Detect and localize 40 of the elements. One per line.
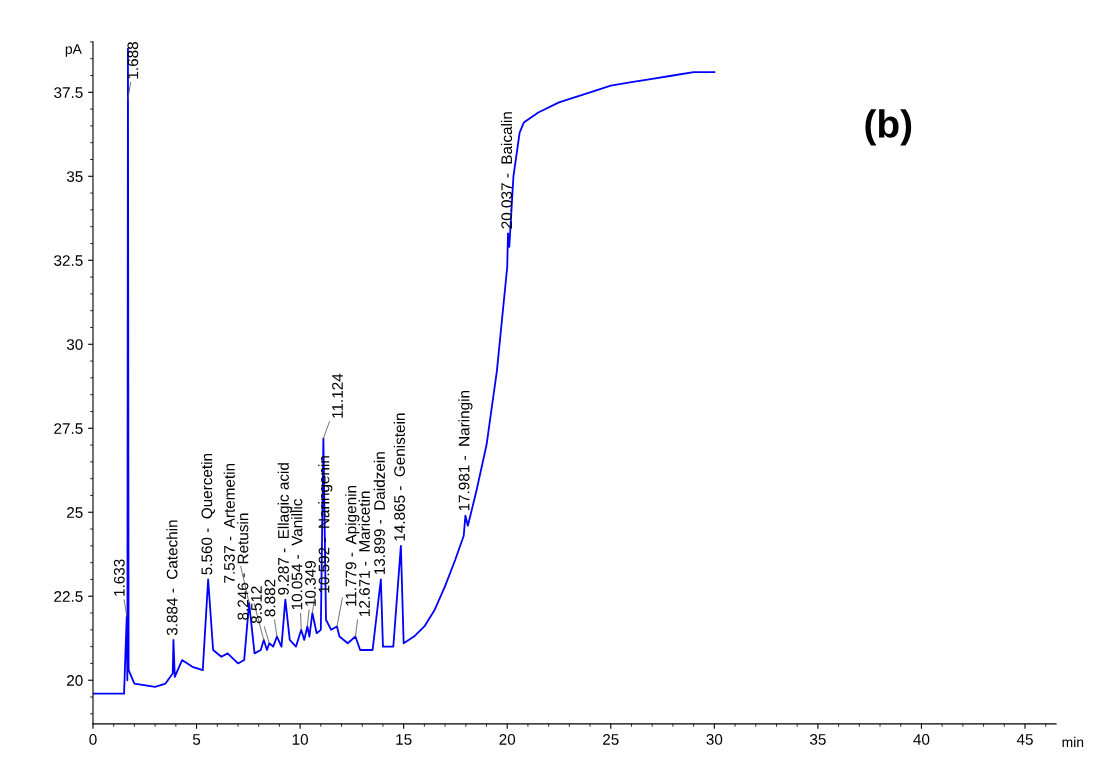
annotation: 1.633 xyxy=(113,559,125,596)
annotation: 13.899 - Daidzein xyxy=(373,452,385,575)
x-tick-label: 30 xyxy=(706,734,723,745)
x-tick-label: 25 xyxy=(603,734,619,745)
annotation: 8.882 xyxy=(264,579,276,617)
annotation: 11.124 xyxy=(332,373,343,418)
x-tick-label: 35 xyxy=(809,734,826,745)
annotation: 7.537 - Artemetin xyxy=(223,463,235,583)
x-tick-label: 5 xyxy=(192,734,201,745)
annotation: 10.592 - Naringenin xyxy=(318,456,333,593)
y-tick-label: 30 xyxy=(66,339,83,350)
y-axis-title: pA xyxy=(65,44,82,57)
x-tick-label: 20 xyxy=(499,734,516,745)
annotation: 20.037 - Baicalin xyxy=(500,112,513,229)
annotation: 9.287 - Ellagic acid xyxy=(277,463,292,595)
annotation: 8.246 - Retusin xyxy=(237,513,249,620)
x-tick-label: 10 xyxy=(292,734,308,745)
x-tick-label: 40 xyxy=(913,734,930,745)
x-tick-label: 45 xyxy=(1016,734,1033,745)
y-tick-label: 20 xyxy=(67,675,83,686)
y-tick-label: 35 xyxy=(66,171,83,182)
annotation: (b) xyxy=(865,109,912,146)
annotation: 3.884 - Catechin xyxy=(166,520,178,636)
annotation: 17.981 - Naringin xyxy=(458,390,473,511)
x-tick-label: 0 xyxy=(89,734,97,745)
x-axis-title: min xyxy=(1062,736,1084,747)
annotation: 14.865 - Genistein xyxy=(393,413,405,541)
y-tick-label: 27.5 xyxy=(54,423,83,434)
annotation: 1.688 xyxy=(127,42,139,79)
x-tick-label: 15 xyxy=(396,734,412,745)
y-tick-label: 32.5 xyxy=(54,255,83,266)
y-tick-label: 37.5 xyxy=(54,87,83,98)
annotation: 5.560 - Quercetin xyxy=(201,453,215,575)
annotation: 10.054 - Vanillic xyxy=(291,498,303,610)
y-tick-label: 25 xyxy=(67,507,83,518)
annotation: 8.512 xyxy=(251,586,262,624)
annotation: 12.671 - Maricetin xyxy=(358,491,370,616)
annotation: 10.349 xyxy=(305,561,316,606)
y-tick-label: 22.5 xyxy=(54,591,83,602)
annotation: 11.779 - Apigenin xyxy=(345,485,360,606)
